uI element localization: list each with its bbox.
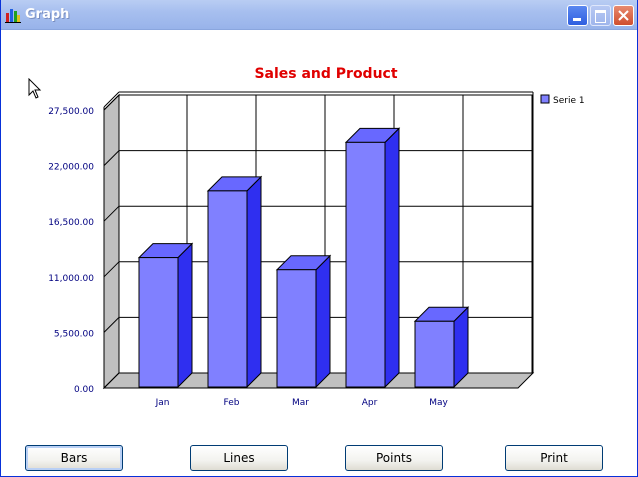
chart-left-wall <box>103 93 120 390</box>
points-button[interactable]: Points <box>345 445 443 471</box>
x-tick-label: May <box>429 398 448 408</box>
legend-entry: Serie 1 <box>553 96 585 106</box>
gridline-wall <box>103 205 120 222</box>
bar-side <box>246 175 262 389</box>
sales-chart: 0.00 5,500.00 11,000.00 16,500.00 22,000.00 2… <box>48 66 585 408</box>
x-tick-label: Feb <box>224 398 240 408</box>
bar <box>276 269 317 388</box>
lines-button[interactable]: Lines <box>190 445 288 471</box>
y-tick-label: 27,500.00 <box>48 107 94 117</box>
y-tick-label: 22,000.00 <box>48 163 94 173</box>
y-tick-label: 5,500.00 <box>54 329 94 339</box>
bar <box>345 141 386 388</box>
print-button[interactable]: Print <box>505 445 603 471</box>
legend-swatch <box>540 94 550 104</box>
mouse-pointer-icon <box>28 78 42 99</box>
bar-side <box>384 127 400 389</box>
maximize-icon[interactable] <box>590 5 611 26</box>
bars-button[interactable]: Bars <box>25 445 123 471</box>
window-title: Graph <box>25 7 70 22</box>
gridline-wall <box>103 94 120 111</box>
y-tick-label: 16,500.00 <box>48 218 94 228</box>
x-tick-label: Apr <box>362 398 378 408</box>
bar <box>207 190 248 388</box>
chart-app-icon <box>5 9 21 23</box>
bar-side <box>177 242 193 389</box>
close-icon[interactable] <box>613 5 634 26</box>
chart-title: Sales and Product <box>254 66 397 82</box>
y-tick-label: 0.00 <box>74 385 94 395</box>
bar-side <box>315 254 331 389</box>
x-tick-label: Jan <box>155 398 170 408</box>
y-tick-label: 11,000.00 <box>48 274 94 284</box>
gridline-wall <box>103 150 120 166</box>
chart-frame-edge <box>103 91 120 108</box>
x-tick-label: Mar <box>292 398 309 408</box>
minimize-icon[interactable] <box>567 5 588 26</box>
title-bar[interactable]: Graph <box>1 0 637 30</box>
bar <box>138 257 179 388</box>
gridline-wall <box>103 261 120 278</box>
gridline-wall <box>103 317 120 333</box>
bar <box>414 320 455 388</box>
gridline-wall <box>103 372 120 389</box>
